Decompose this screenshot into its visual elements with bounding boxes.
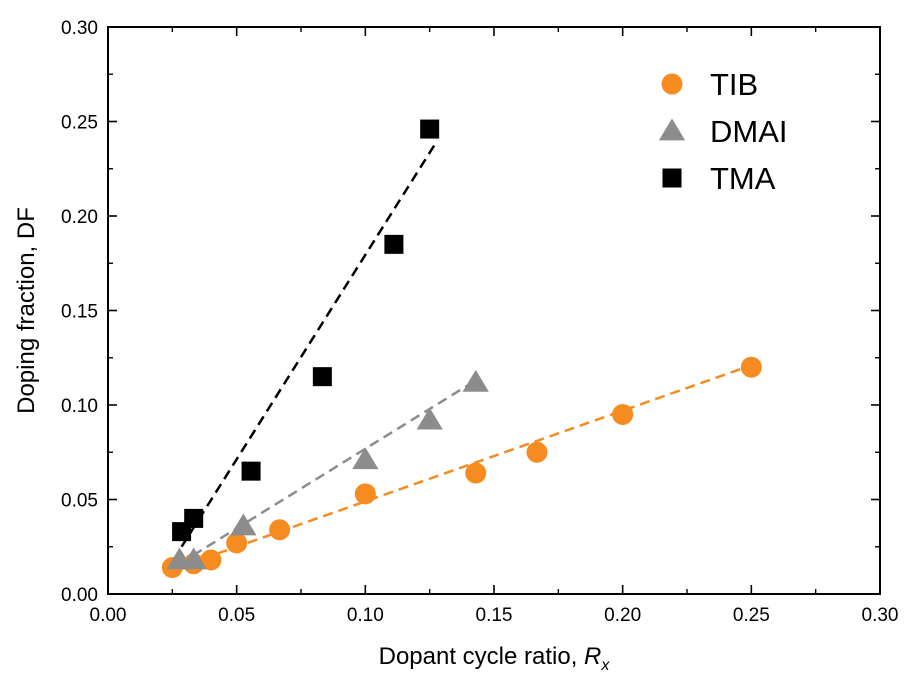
- y-tick-label: 0.25: [61, 113, 98, 134]
- legend: TIB DMAI TMA: [658, 67, 788, 196]
- tick-labels-layer: 0.00 0.05 0.10 0.15 0.20 0.25 0.30 0.00 0.05 0.10…: [61, 18, 898, 626]
- fit-lines: [171, 139, 752, 571]
- dmai-point: [462, 369, 489, 392]
- x-tick-label: 0.15: [476, 605, 513, 626]
- tma-point: [184, 508, 204, 528]
- legend-tib-marker: [661, 73, 683, 95]
- tib-point: [526, 441, 548, 463]
- dmai-point: [180, 547, 207, 570]
- legend-tma-marker: [662, 168, 682, 188]
- legend-dmai-marker: [658, 118, 686, 141]
- tib-point: [226, 532, 248, 554]
- dmai-fit-line: [178, 379, 477, 565]
- y-axis-title: Doping fraction, DF: [13, 207, 40, 414]
- x-tick-label: 0.20: [604, 605, 641, 626]
- tib-point: [465, 462, 487, 484]
- data-points: [161, 119, 762, 579]
- tib-point: [200, 549, 222, 571]
- dmai-point: [230, 513, 257, 536]
- tma-point: [420, 119, 440, 139]
- y-tick-label: 0.00: [61, 585, 98, 606]
- legend-tma-label: TMA: [710, 161, 776, 196]
- y-tick-label: 0.15: [61, 302, 98, 323]
- tma-point: [241, 461, 261, 481]
- x-axis-title-variable: R: [584, 643, 601, 670]
- x-axis-title: Dopant cycle ratio, Rx: [379, 643, 611, 674]
- tib-point: [612, 403, 634, 425]
- y-tick-label: 0.10: [61, 396, 98, 417]
- tib-fit-line: [171, 364, 752, 571]
- tib-point: [354, 483, 376, 505]
- plot-frame: [107, 26, 881, 595]
- x-tick-label: 0.10: [347, 605, 384, 626]
- y-tick-label: 0.30: [61, 18, 98, 39]
- dmai-point: [352, 447, 379, 470]
- x-tick-label: 0.05: [218, 605, 255, 626]
- y-tick-label: 0.20: [61, 207, 98, 228]
- y-tick-label: 0.05: [61, 491, 98, 512]
- tib-point: [269, 519, 291, 541]
- x-tick-label: 0.30: [862, 605, 899, 626]
- tib-point: [740, 356, 762, 378]
- x-tick-label: 0.25: [733, 605, 770, 626]
- tma-fit-line: [180, 139, 439, 548]
- legend-tib-label: TIB: [710, 67, 758, 102]
- tma-point: [384, 234, 404, 254]
- ticks-layer: [107, 26, 881, 595]
- x-axis-title-subscript: x: [600, 657, 610, 674]
- x-tick-label: 0.00: [90, 605, 127, 626]
- legend-dmai-label: DMAI: [710, 114, 788, 149]
- dmai-point: [416, 407, 443, 430]
- x-axis-title-text: Dopant cycle ratio,: [379, 643, 584, 670]
- tma-point: [312, 367, 332, 387]
